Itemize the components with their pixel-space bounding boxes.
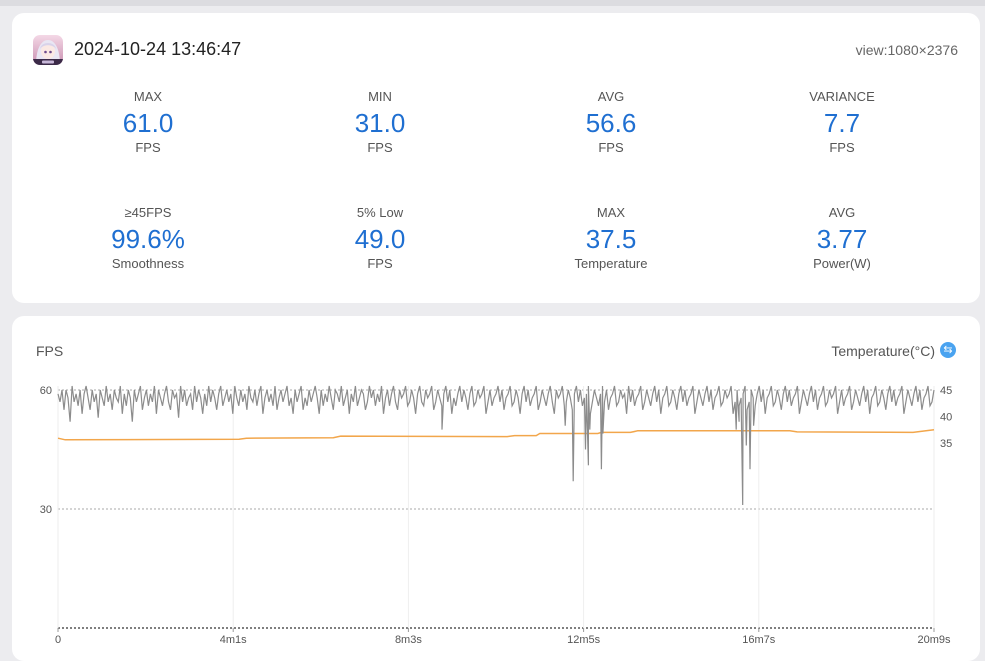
fps-temperature-chart: 30 60 35 40 45 0 4m1s 8m3s 12m5s 16m7s 20m9s [40,385,953,646]
stat-unit: Temperature [574,256,648,271]
stat-value: 61.0 [122,108,174,138]
stat-unit: FPS [598,140,624,155]
fps-series-line [57,385,935,506]
stat-variance-fps: VARIANCE 7.7 FPS [742,89,942,156]
stat-value: 37.5 [585,224,637,254]
temperature-series-line [57,429,935,441]
session-header: 2024-10-24 13:46:47 view:1080×2376 [12,13,980,87]
x-tick-label: 20m9s [917,634,951,646]
stat-value: 56.6 [585,108,637,138]
stat-smoothness: ≥45FPS 99.6% Smoothness [48,205,248,272]
x-tick-label: 8m3s [395,634,422,646]
stat-unit: FPS [135,140,161,155]
stat-unit: Smoothness [111,256,185,271]
stat-max-fps: MAX 61.0 FPS [48,89,248,156]
stat-label: MAX [596,205,626,220]
window-top-strip [0,0,985,6]
y-left-tick-label: 60 [40,385,52,397]
stat-max-temperature: MAX 37.5 Temperature [511,205,711,272]
stat-label: MAX [133,89,163,104]
chart-card: FPS Temperature(°C) ⇆ 30 60 35 40 45 0 4m1s 8m3… [12,316,980,661]
y-right-tick-label: 45 [940,385,952,397]
stat-avg-fps: AVG 56.6 FPS [511,89,711,156]
x-tick-label: 16m7s [742,634,776,646]
stat-value: 99.6% [111,224,185,254]
y-left-tick-label: 30 [40,504,52,516]
stat-avg-power: AVG 3.77 Power(W) [742,205,942,272]
session-timestamp: 2024-10-24 13:46:47 [74,39,242,59]
swap-arrows-icon[interactable]: ⇆ [940,342,956,358]
stat-label: 5% Low [356,205,404,220]
y-right-tick-label: 40 [940,412,952,424]
stat-value: 49.0 [354,224,406,254]
stat-label: MIN [368,89,392,104]
stat-value: 7.7 [823,108,861,138]
stat-label: AVG [597,89,625,104]
x-tick-label: 12m5s [567,634,601,646]
stat-label: AVG [828,205,856,220]
stat-5pct-low: 5% Low 49.0 FPS [280,205,480,272]
stat-min-fps: MIN 31.0 FPS [280,89,480,156]
anime-character-app-icon [33,35,63,65]
stat-unit: FPS [367,256,393,271]
stat-unit: Power(W) [813,256,871,271]
stat-unit: FPS [367,140,393,155]
stat-unit: FPS [829,140,855,155]
x-tick-label: 4m1s [220,634,247,646]
stat-label: ≥45FPS [124,205,172,220]
summary-card: 2024-10-24 13:46:47 view:1080×2376 MAX 6… [12,13,980,303]
view-resolution: view:1080×2376 [855,42,958,58]
stat-value: 3.77 [816,224,868,254]
y-right-tick-label: 35 [940,438,952,450]
fps-axis-title: FPS [36,343,64,359]
stat-label: VARIANCE [809,89,875,104]
x-tick-label: 0 [55,634,61,646]
stat-value: 31.0 [354,108,406,138]
temperature-axis-title: Temperature(°C) [831,343,935,359]
